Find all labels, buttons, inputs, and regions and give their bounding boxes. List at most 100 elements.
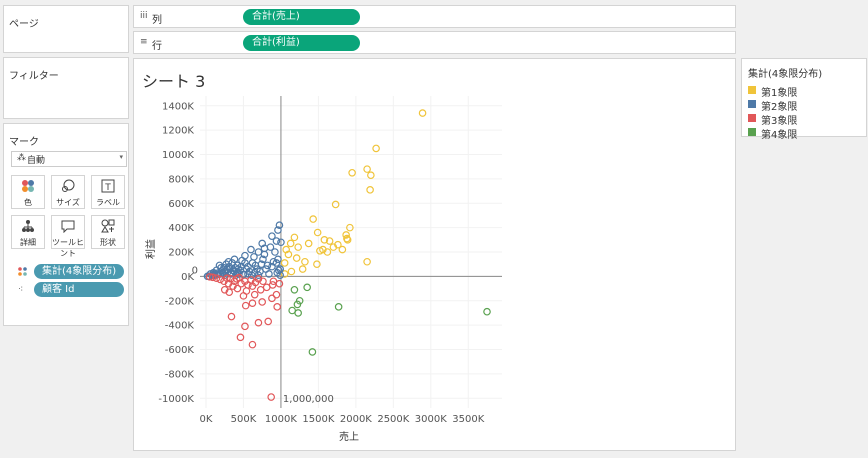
data-point-q1[interactable] [325,237,334,245]
data-point-q3[interactable] [227,312,236,321]
data-point-q1[interactable] [348,168,356,177]
data-point-q1[interactable] [294,243,302,251]
data-point-q3[interactable] [248,282,257,290]
data-point-q4[interactable] [290,285,299,294]
data-point-q3[interactable] [248,299,257,307]
data-point-q1[interactable] [298,265,307,273]
data-point-q1[interactable] [366,186,374,194]
data-point-q3[interactable] [248,340,257,349]
size-button[interactable]: サイズ [51,175,85,209]
data-point-q1[interactable] [320,236,329,244]
data-point-q1[interactable] [287,267,296,276]
data-point-q2[interactable] [224,257,233,266]
data-point-q2[interactable] [247,245,255,254]
data-point-q3[interactable] [273,303,281,311]
data-point-q3[interactable] [223,274,231,283]
data-point-q2[interactable] [274,255,282,264]
data-point-q1[interactable] [316,246,324,255]
data-point-q1[interactable] [284,250,293,259]
data-point-q3[interactable] [208,273,217,282]
rows-shelf[interactable]: ≡ 行 合計(利益) [133,31,736,54]
data-point-q3[interactable] [230,277,239,286]
data-point-q1[interactable] [280,259,289,267]
data-point-q1[interactable] [280,270,289,278]
data-point-q4[interactable] [288,306,296,315]
rows-pill[interactable]: 合計(利益) [243,35,360,51]
data-point-q1[interactable] [342,231,350,239]
data-point-q1[interactable] [338,245,347,254]
mark-type-dropdown[interactable]: ⁂ 自動 ▾ [11,151,127,167]
data-point-q1[interactable] [309,215,317,223]
data-point-q4[interactable] [303,283,311,292]
data-point-q1[interactable] [313,228,322,237]
data-point-q3[interactable] [268,281,277,289]
filters-card[interactable]: フィルター [3,57,129,119]
data-point-q1[interactable] [331,200,340,209]
data-point-q2[interactable] [276,271,284,279]
data-point-q3[interactable] [236,333,245,342]
data-point-q2[interactable] [274,226,282,234]
data-point-q1[interactable] [323,248,332,256]
data-point-q2[interactable] [265,270,273,278]
data-point-q4[interactable] [483,307,491,316]
data-point-q2[interactable] [259,255,267,264]
data-point-q1[interactable] [363,257,371,266]
data-point-q3[interactable] [264,317,272,326]
data-point-q2[interactable] [271,248,279,256]
data-point-q2[interactable] [275,221,284,229]
data-point-q1[interactable] [346,223,354,232]
shape-button[interactable]: 形状 [91,215,125,249]
data-point-q3[interactable] [269,277,278,286]
detail-field-pill[interactable]: 顧客 Id [34,282,124,297]
data-point-q2[interactable] [244,270,252,278]
data-point-q1[interactable] [301,257,309,266]
columns-pill[interactable]: 合計(売上) [243,9,360,25]
data-point-q2[interactable] [260,244,269,253]
tooltip-button[interactable]: ツールヒント [51,215,85,258]
data-point-q1[interactable] [292,254,301,262]
data-point-q1[interactable] [418,109,427,117]
data-point-q1[interactable] [286,239,295,248]
data-point-q2[interactable] [268,262,276,271]
data-point-q2[interactable] [272,237,281,245]
data-point-q1[interactable] [304,239,313,248]
data-point-q3[interactable] [258,298,266,306]
data-point-q3[interactable] [241,322,249,331]
data-point-q1[interactable] [343,236,352,244]
data-point-q3[interactable] [239,292,248,300]
color-field-pill[interactable]: 集計(4象限分布) [34,264,124,279]
data-point-q4[interactable] [295,296,304,305]
data-point-q4[interactable] [334,303,343,311]
pages-card[interactable]: ページ [3,5,129,53]
data-point-q3[interactable] [254,318,263,327]
data-point-q2[interactable] [272,259,281,267]
data-point-q1[interactable] [313,260,321,268]
data-point-q3[interactable] [250,290,259,299]
label-button[interactable]: T ラベル [91,175,125,209]
columns-shelf[interactable]: iii 列 合計(売上) [133,5,736,28]
data-point-q2[interactable] [247,271,256,279]
detail-button[interactable]: 詳細 [11,215,45,249]
data-point-q3[interactable] [241,277,249,286]
data-point-q1[interactable] [372,144,380,153]
data-point-q2[interactable] [277,238,285,247]
data-point-q2[interactable] [250,253,258,261]
data-point-q3[interactable] [241,301,250,310]
data-point-q3[interactable] [225,288,234,297]
scatter-chart[interactable]: 0K 500K 1000K 1500K 2000K 2500K 3000K 3500K -100… [134,59,735,450]
data-point-q2[interactable] [226,265,234,273]
data-point-q1[interactable] [290,233,299,242]
data-point-q3[interactable] [268,294,276,303]
data-point-q3[interactable] [232,275,241,283]
data-point-q4[interactable] [308,348,317,356]
data-point-q3[interactable] [267,393,275,401]
color-button[interactable]: 色 [11,175,45,209]
data-point-q3[interactable] [259,277,267,286]
data-point-q2[interactable] [257,260,266,268]
data-point-q1[interactable] [367,171,375,180]
data-point-q1[interactable] [363,165,371,173]
data-point-q3[interactable] [272,290,281,299]
data-point-q3[interactable] [205,273,214,281]
data-point-q1[interactable] [329,243,338,251]
data-point-q2[interactable] [268,232,276,240]
